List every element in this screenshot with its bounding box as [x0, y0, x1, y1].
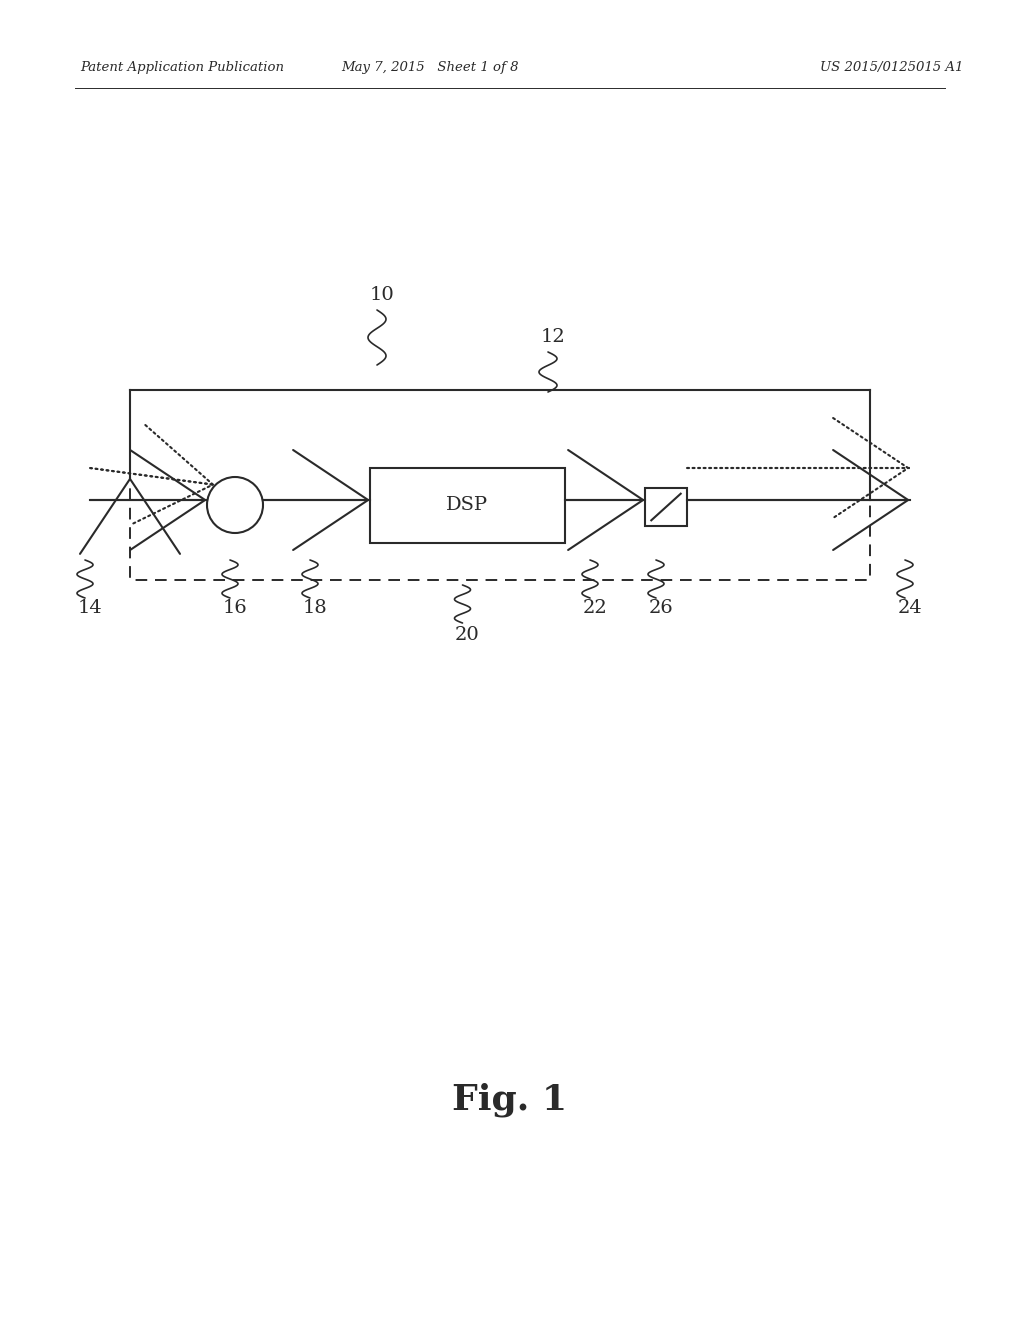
- Text: Patent Application Publication: Patent Application Publication: [79, 62, 283, 74]
- Text: 12: 12: [540, 327, 565, 346]
- Text: 14: 14: [77, 599, 102, 616]
- Bar: [370, 469, 565, 543]
- Text: 20: 20: [454, 626, 479, 644]
- Text: Fig. 1: Fig. 1: [452, 1082, 567, 1117]
- Text: DSP: DSP: [446, 496, 488, 515]
- Text: 22: 22: [582, 599, 606, 616]
- Text: 24: 24: [897, 599, 921, 616]
- Text: 10: 10: [369, 286, 394, 304]
- Text: US 2015/0125015 A1: US 2015/0125015 A1: [819, 62, 962, 74]
- Bar: [644, 488, 687, 525]
- Text: 16: 16: [222, 599, 248, 616]
- Text: 26: 26: [648, 599, 673, 616]
- Text: 18: 18: [303, 599, 327, 616]
- Text: May 7, 2015   Sheet 1 of 8: May 7, 2015 Sheet 1 of 8: [341, 62, 519, 74]
- Bar: [129, 389, 869, 579]
